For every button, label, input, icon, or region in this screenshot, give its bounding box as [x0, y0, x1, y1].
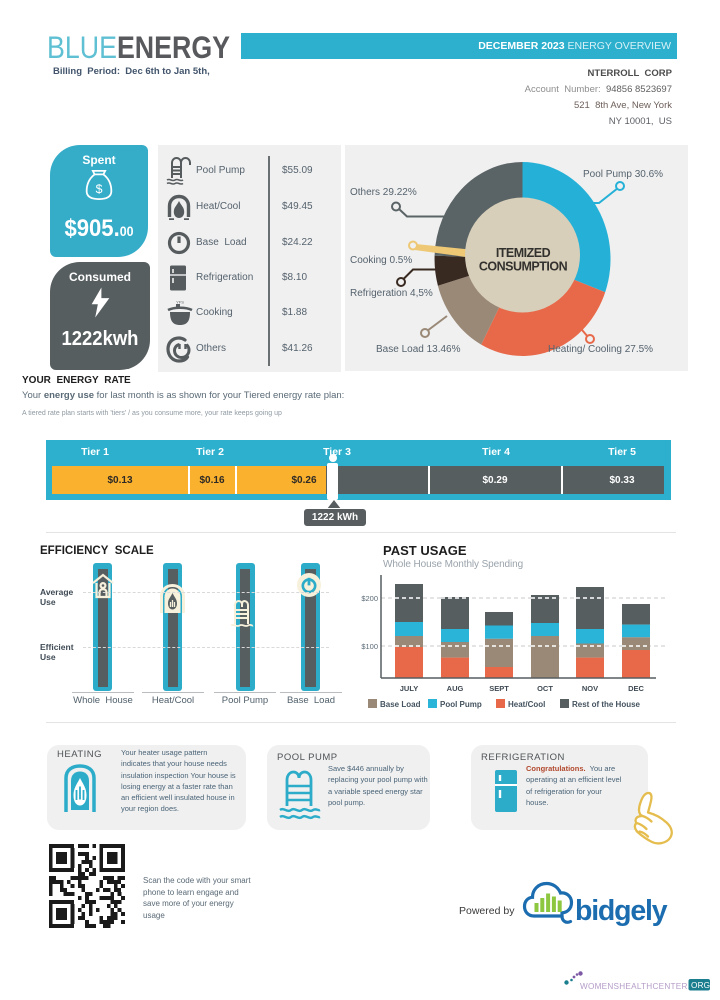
svg-text:DEC: DEC — [628, 684, 644, 693]
svg-text:WOMENSHEALTHCENTER.: WOMENSHEALTHCENTER. — [580, 982, 690, 991]
svg-text:$100: $100 — [361, 642, 378, 651]
svg-text:$: $ — [96, 182, 103, 196]
svg-text:YFS: YFS — [176, 300, 184, 305]
svg-text:AUG: AUG — [447, 684, 464, 693]
svg-text:Rest of the House: Rest of the House — [572, 700, 641, 709]
svg-text:SEPT: SEPT — [489, 684, 509, 693]
svg-text:JULY: JULY — [400, 684, 418, 693]
svg-text:$200: $200 — [361, 594, 378, 603]
svg-text:Pool Pump: Pool Pump — [440, 700, 482, 709]
svg-text:bidgely: bidgely — [575, 895, 668, 927]
svg-text:CONSUMPTION: CONSUMPTION — [479, 260, 568, 274]
svg-text:ORG: ORG — [691, 981, 710, 990]
svg-text:Heat/Cool: Heat/Cool — [508, 700, 545, 709]
svg-text:ITEMIZED: ITEMIZED — [496, 246, 551, 260]
svg-text:OCT: OCT — [537, 684, 553, 693]
svg-text:NOV: NOV — [582, 684, 598, 693]
svg-text:Base Load: Base Load — [380, 700, 421, 709]
